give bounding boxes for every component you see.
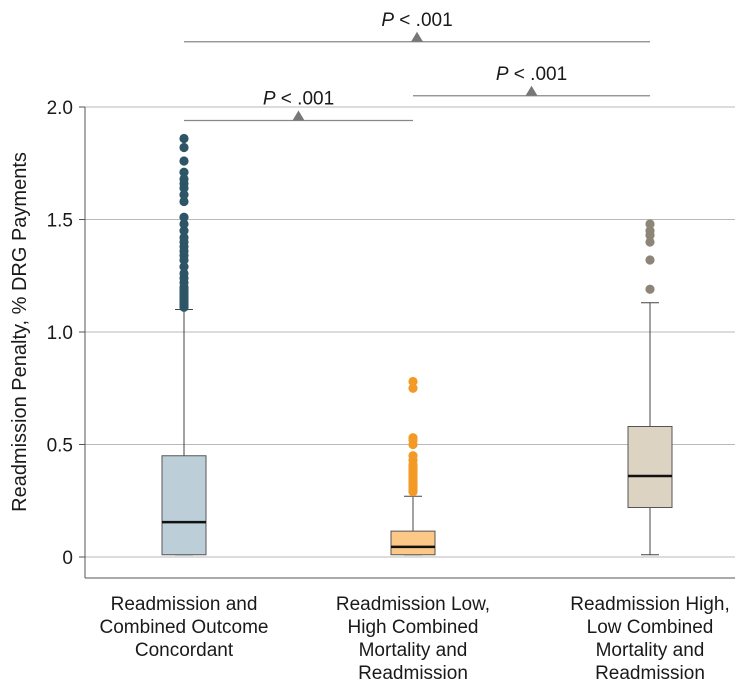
x-category-label: Readmission Low, High Combined Mortality a…: [336, 594, 490, 684]
outlier-point: [179, 268, 189, 279]
outlier-point: [408, 433, 418, 443]
bracket-marker: [411, 31, 423, 42]
outlier-point: [179, 226, 189, 236]
outlier-point: [179, 262, 189, 272]
x-category-label-line: Readmission Low,: [336, 594, 490, 615]
x-category-label-line: Readmission: [358, 663, 468, 684]
axes: 0 0.5 1.0 1.5 2.0: [47, 98, 735, 579]
y-tick-label: 0: [62, 548, 73, 569]
x-category-label-line: Mortality and: [359, 640, 468, 661]
p-threshold: < .001: [509, 64, 568, 85]
boxes: Readmission and Combined Outcome Concordan…: [100, 133, 730, 684]
outlier-point: [645, 237, 655, 247]
p-value-label: P < .001: [381, 10, 452, 31]
outlier-point: [179, 174, 189, 184]
p-threshold: < .001: [394, 10, 453, 31]
x-category-label-line: Low Combined: [587, 617, 714, 638]
outlier-point: [179, 232, 189, 243]
outlier-point: [179, 167, 189, 177]
p-threshold: < .001: [276, 89, 335, 110]
outlier-point: [408, 451, 418, 461]
outlier-point: [179, 133, 189, 144]
outlier-point: [645, 255, 655, 265]
x-category-label-line: Concordant: [135, 640, 234, 661]
significance-bracket: P < .001: [184, 10, 650, 43]
y-tick-label: 1.5: [47, 211, 73, 232]
box-group: Readmission High, Low Combined Mortality a…: [570, 219, 730, 684]
x-category-label-line: Readmission High,: [570, 594, 729, 615]
x-category-label-line: Readmission and: [111, 594, 258, 615]
p-symbol: P: [263, 89, 276, 110]
iqr-box: [161, 455, 207, 556]
outlier-point: [179, 156, 189, 166]
significance-bracket: P < .001: [413, 64, 650, 97]
iqr-box: [627, 426, 673, 508]
y-axis-title: Readmission Penalty, % DRG Payments: [9, 152, 31, 512]
outlier-point: [179, 219, 189, 229]
p-symbol: P: [381, 10, 394, 31]
x-category-label-line: Combined Outcome: [100, 617, 269, 638]
x-category-label-line: High Combined: [348, 617, 479, 638]
p-value-label: P < .001: [263, 89, 334, 110]
x-category-label: Readmission and Combined Outcome Concordan…: [100, 594, 269, 661]
bracket-marker: [525, 85, 538, 96]
bracket-marker: [292, 110, 305, 121]
outlier-point: [645, 219, 655, 229]
x-category-label: Readmission High, Low Combined Mortality a…: [570, 594, 729, 684]
p-value-label: P < .001: [496, 64, 567, 85]
outlier-point: [645, 226, 655, 236]
significance-bracket: P < .001: [184, 89, 413, 122]
outlier-point: [179, 196, 189, 207]
y-tick-label: 1.0: [47, 323, 73, 344]
outlier-point: [408, 376, 418, 387]
iqr-box: [390, 530, 436, 556]
outlier-point: [645, 284, 655, 294]
box-group: Readmission and Combined Outcome Concordan…: [100, 133, 269, 661]
outlier-point: [179, 142, 189, 153]
outlier-point: [179, 190, 189, 200]
p-symbol: P: [496, 64, 509, 85]
outlier-point: [179, 212, 189, 222]
gridlines: [85, 106, 735, 558]
x-category-label-line: Mortality and: [596, 640, 705, 661]
outlier-point: [408, 383, 418, 393]
y-tick-label: 0.5: [47, 436, 73, 457]
y-tick-label: 2.0: [47, 98, 73, 119]
x-category-label-line: Readmission: [595, 663, 705, 684]
box-group: Readmission Low, High Combined Mortality a…: [336, 376, 490, 684]
